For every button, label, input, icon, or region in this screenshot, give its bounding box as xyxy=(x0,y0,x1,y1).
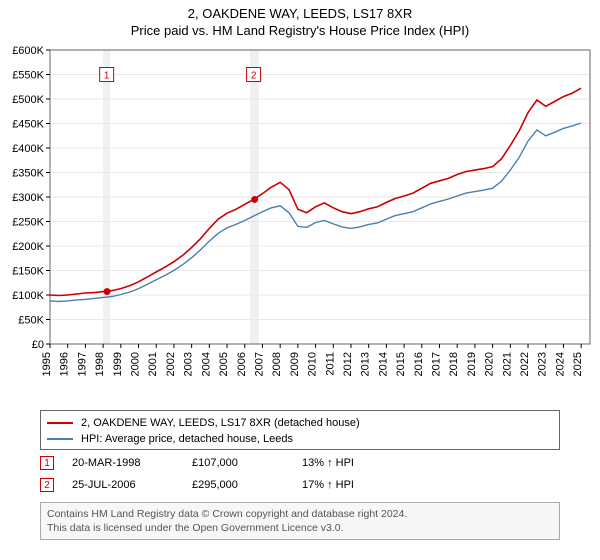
svg-text:1997: 1997 xyxy=(76,352,88,376)
svg-text:2021: 2021 xyxy=(501,352,513,376)
svg-text:2003: 2003 xyxy=(183,352,195,376)
event-row: 2 25-JUL-2006£295,00017% ↑ HPI xyxy=(40,474,560,496)
event-delta: 17% ↑ HPI xyxy=(302,479,422,491)
event-price: £295,000 xyxy=(192,479,302,491)
svg-text:£250K: £250K xyxy=(12,217,44,229)
svg-text:2020: 2020 xyxy=(484,352,496,376)
svg-text:2015: 2015 xyxy=(395,352,407,376)
svg-text:£500K: £500K xyxy=(12,94,44,106)
svg-text:1996: 1996 xyxy=(59,352,71,376)
svg-text:2016: 2016 xyxy=(413,352,425,376)
svg-text:2009: 2009 xyxy=(289,352,301,376)
event-date: 20-MAR-1998 xyxy=(72,457,192,469)
svg-text:2024: 2024 xyxy=(554,352,566,376)
svg-text:£400K: £400K xyxy=(12,143,44,155)
event-price: £107,000 xyxy=(192,457,302,469)
event-row: 1 20-MAR-1998£107,00013% ↑ HPI xyxy=(40,452,560,474)
svg-text:2008: 2008 xyxy=(271,352,283,376)
svg-text:2000: 2000 xyxy=(130,352,142,376)
legend-label: 2, OAKDENE WAY, LEEDS, LS17 8XR (detache… xyxy=(81,417,360,429)
legend-label: HPI: Average price, detached house, Leed… xyxy=(81,433,293,445)
svg-text:2022: 2022 xyxy=(519,352,531,376)
event-delta: 13% ↑ HPI xyxy=(302,457,422,469)
svg-text:£50K: £50K xyxy=(18,315,44,327)
event-marker-icon: 1 xyxy=(40,456,54,470)
chart-container: 2, OAKDENE WAY, LEEDS, LS17 8XR Price pa… xyxy=(0,0,600,560)
svg-text:2011: 2011 xyxy=(324,352,336,376)
legend: 2, OAKDENE WAY, LEEDS, LS17 8XR (detache… xyxy=(40,410,560,450)
svg-text:1999: 1999 xyxy=(112,352,124,376)
svg-text:£0: £0 xyxy=(32,339,44,351)
footer-line2: This data is licensed under the Open Gov… xyxy=(47,521,553,535)
svg-text:2017: 2017 xyxy=(431,352,443,376)
svg-text:£300K: £300K xyxy=(12,192,44,204)
footer-attribution: Contains HM Land Registry data © Crown c… xyxy=(40,502,560,540)
svg-text:1: 1 xyxy=(104,71,110,82)
legend-swatch xyxy=(47,422,73,424)
svg-text:£450K: £450K xyxy=(12,119,44,131)
svg-text:2002: 2002 xyxy=(165,352,177,376)
svg-text:2019: 2019 xyxy=(466,352,478,376)
svg-text:2: 2 xyxy=(251,71,257,82)
svg-text:2006: 2006 xyxy=(236,352,248,376)
legend-item: 2, OAKDENE WAY, LEEDS, LS17 8XR (detache… xyxy=(47,415,553,431)
svg-text:2005: 2005 xyxy=(218,352,230,376)
title-block: 2, OAKDENE WAY, LEEDS, LS17 8XR Price pa… xyxy=(0,0,600,38)
events-table: 1 20-MAR-1998£107,00013% ↑ HPI 2 25-JUL-200… xyxy=(40,452,560,496)
event-marker-icon: 2 xyxy=(40,478,54,492)
svg-text:1995: 1995 xyxy=(41,352,53,376)
legend-swatch xyxy=(47,438,73,440)
chart-area: £0 £50K £100K £150K £200K £250K £300K £350K £400… xyxy=(0,44,600,404)
svg-text:£150K: £150K xyxy=(12,266,44,278)
svg-text:2023: 2023 xyxy=(537,352,549,376)
svg-text:2013: 2013 xyxy=(360,352,372,376)
svg-text:£200K: £200K xyxy=(12,241,44,253)
chart-svg: £0 £50K £100K £150K £200K £250K £300K £350K £400… xyxy=(0,44,600,404)
footer-line1: Contains HM Land Registry data © Crown c… xyxy=(47,507,553,521)
svg-text:£600K: £600K xyxy=(12,45,44,57)
svg-text:1998: 1998 xyxy=(94,352,106,376)
legend-item: HPI: Average price, detached house, Leed… xyxy=(47,431,553,447)
svg-text:2025: 2025 xyxy=(572,352,584,376)
svg-text:£100K: £100K xyxy=(12,290,44,302)
chart-subtitle: Price paid vs. HM Land Registry's House … xyxy=(0,23,600,38)
svg-text:2007: 2007 xyxy=(253,352,265,376)
svg-text:2012: 2012 xyxy=(342,352,354,376)
event-date: 25-JUL-2006 xyxy=(72,479,192,491)
svg-text:2010: 2010 xyxy=(307,352,319,376)
svg-text:£350K: £350K xyxy=(12,168,44,180)
svg-text:2014: 2014 xyxy=(377,352,389,376)
chart-title: 2, OAKDENE WAY, LEEDS, LS17 8XR xyxy=(0,6,600,21)
svg-text:2001: 2001 xyxy=(147,352,159,376)
svg-text:2018: 2018 xyxy=(448,352,460,376)
svg-text:2004: 2004 xyxy=(200,352,212,376)
svg-text:£550K: £550K xyxy=(12,70,44,82)
